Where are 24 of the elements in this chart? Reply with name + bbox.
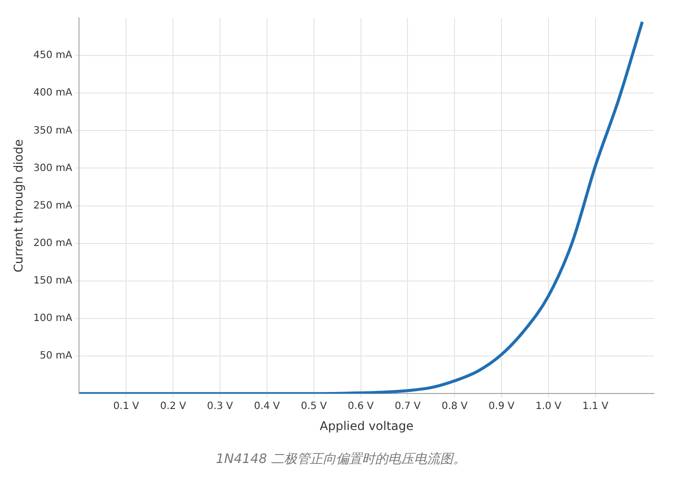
y-tick-label: 400 mA	[33, 88, 72, 99]
y-axis-title: Current through diode	[11, 139, 26, 272]
x-tick-label: 0.2 V	[160, 401, 186, 412]
x-tick-label: 0.1 V	[113, 401, 140, 412]
y-tick-label: 50 mA	[40, 350, 72, 362]
y-tick-label: 150 mA	[33, 276, 72, 287]
x-tick-label: 0.8 V	[442, 401, 468, 412]
x-tick-label: 0.7 V	[394, 401, 421, 412]
y-tick-label: 250 mA	[33, 200, 72, 212]
y-tick-label: 100 mA	[33, 313, 72, 324]
x-tick-label: 0.4 V	[254, 401, 280, 412]
x-tick-label: 0.9 V	[488, 401, 515, 412]
x-tick-label: 0.5 V	[300, 401, 327, 412]
line-series	[79, 20, 644, 394]
x-axis-title: Applied voltage	[320, 418, 414, 433]
text: 1N4148 二极管正向偏置时的电压电流图。	[214, 451, 468, 468]
y-tick-label: 300 mA	[33, 162, 72, 174]
y-tick-label: 200 mA	[33, 238, 72, 249]
x-tick-label: 0.3 V	[207, 401, 234, 412]
x-tick-label: 0.6 V	[348, 401, 374, 412]
x-tick-label: 1.1 V	[582, 401, 608, 412]
x-tick-label: 1.0 V	[535, 401, 562, 412]
y-tick-label: 450 mA	[33, 50, 72, 62]
y-tick-label: 350 mA	[33, 125, 72, 136]
